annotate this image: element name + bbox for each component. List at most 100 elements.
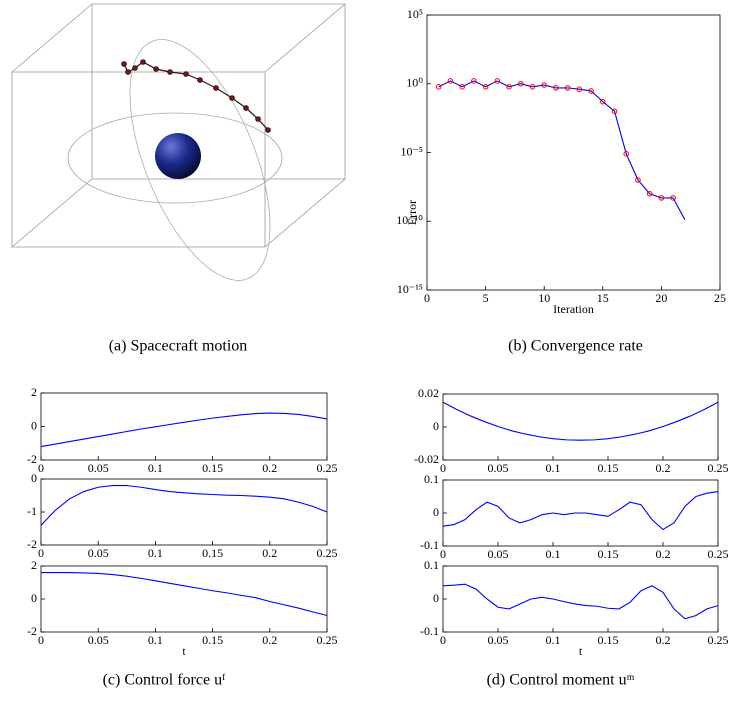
- marker: [541, 82, 548, 88]
- x-tick-label: 0: [440, 633, 446, 647]
- marker: [600, 98, 606, 105]
- x-tick-label: 25: [714, 291, 726, 305]
- x-tick-label: 10: [538, 291, 550, 305]
- marker: [494, 78, 501, 84]
- marker: [447, 78, 454, 84]
- x-tick-label: 5: [483, 291, 489, 305]
- x-axis-label: t: [182, 644, 186, 658]
- y-tick-label: 0: [433, 419, 439, 433]
- x-axis-label: t: [579, 644, 583, 658]
- plot-frame: [40, 392, 328, 461]
- y-tick-label: 0.1: [424, 472, 439, 486]
- y-tick-label: 10⁰: [406, 76, 423, 90]
- data-line: [442, 491, 719, 531]
- plot-frame: [40, 478, 328, 546]
- marker: [576, 86, 583, 93]
- data-line: [40, 412, 328, 448]
- caption: (d) Control moment uᵐ: [487, 672, 635, 689]
- x-tick-label: 0.1: [148, 633, 163, 647]
- x-tick-label: 0.1: [148, 461, 163, 475]
- x-tick-label: 0.25: [317, 633, 338, 647]
- caption: (a) Spacecraft motion: [109, 338, 248, 355]
- marker: [506, 84, 512, 90]
- data-line: [442, 583, 719, 620]
- y-tick-label: 0: [31, 591, 37, 605]
- marker: [588, 88, 594, 94]
- y-axis-label: Error: [405, 200, 419, 225]
- y-tick-label: 0: [31, 418, 37, 432]
- y-tick-label: -2: [27, 452, 37, 466]
- x-tick-label: 0.25: [708, 547, 729, 561]
- x-tick-label: 0.25: [317, 461, 338, 475]
- marker: [482, 84, 489, 90]
- x-tick-label: 0.15: [598, 461, 619, 475]
- x-tick-label: 0.25: [708, 461, 729, 475]
- x-tick-label: 0.1: [148, 546, 163, 560]
- y-tick-label: -2: [27, 537, 37, 551]
- marker: [553, 85, 559, 91]
- x-tick-label: 0: [440, 461, 446, 475]
- caption: (c) Control force uᶠ: [103, 672, 227, 689]
- x-tick-label: 0: [440, 547, 446, 561]
- x-tick-label: 0.1: [546, 547, 561, 561]
- orbit-inclined: [129, 39, 271, 281]
- x-tick-label: 0.2: [656, 547, 671, 561]
- x-tick-label: 20: [655, 291, 667, 305]
- y-tick-label: -0.1: [420, 538, 439, 552]
- y-tick-label: 0.02: [418, 386, 439, 400]
- x-tick-label: 0.15: [202, 633, 223, 647]
- x-tick-label: 0.15: [598, 633, 619, 647]
- planet: [155, 133, 201, 179]
- orbit-horizontal: [67, 112, 283, 204]
- data-line: [442, 401, 719, 441]
- marker: [435, 84, 442, 90]
- y-tick-label: 10⁵: [407, 7, 423, 21]
- marker: [635, 177, 641, 183]
- y-tick-label: -1: [27, 504, 37, 518]
- x-tick-label: 0: [38, 546, 44, 560]
- x-tick-label: 0.05: [88, 633, 109, 647]
- x-tick-label: 0.2: [656, 461, 671, 475]
- marker: [529, 84, 536, 90]
- y-tick-label: -0.1: [420, 624, 439, 638]
- caption: (b) Convergence rate: [508, 338, 643, 355]
- x-tick-label: 0.1: [546, 633, 561, 647]
- marker: [471, 78, 477, 84]
- marker: [459, 84, 465, 90]
- y-tick-label: 0.1: [424, 558, 439, 572]
- x-tick-label: 0.05: [488, 547, 509, 561]
- y-tick-label: -0.02: [414, 452, 439, 466]
- x-tick-label: 0.15: [202, 461, 223, 475]
- y-tick-label: 0: [433, 505, 439, 519]
- x-axis-label: Iteration: [553, 302, 594, 316]
- bounding-box: [10, 3, 347, 248]
- data-line: [41, 572, 328, 617]
- spacecraft-scene: [10, 3, 347, 281]
- x-tick-label: 0: [424, 291, 430, 305]
- x-tick-label: 0.2: [262, 546, 277, 560]
- x-tick-label: 0.1: [546, 461, 561, 475]
- plot-frame: [426, 14, 721, 291]
- marker: [517, 80, 524, 87]
- x-tick-label: 0.25: [317, 546, 338, 560]
- spacecraft-markers: [121, 59, 271, 133]
- y-tick-label: 0: [433, 591, 439, 605]
- x-tick-label: 0.2: [262, 461, 277, 475]
- marker: [564, 85, 571, 91]
- marker: [658, 195, 665, 201]
- y-tick-label: 2: [31, 558, 37, 572]
- x-tick-label: 0.15: [598, 547, 619, 561]
- data-line: [40, 485, 328, 526]
- plot-frame: [40, 565, 328, 633]
- x-tick-label: 0.05: [488, 633, 509, 647]
- x-tick-label: 0.05: [488, 461, 509, 475]
- y-tick-label: -2: [27, 624, 37, 638]
- x-tick-label: 0.05: [88, 461, 109, 475]
- x-tick-label: 0.25: [708, 633, 729, 647]
- y-tick-label: 10⁻⁵: [400, 144, 423, 158]
- x-tick-label: 0: [38, 461, 44, 475]
- marker: [623, 151, 630, 157]
- x-tick-label: 0.15: [202, 546, 223, 560]
- y-tick-label: 0: [31, 471, 37, 485]
